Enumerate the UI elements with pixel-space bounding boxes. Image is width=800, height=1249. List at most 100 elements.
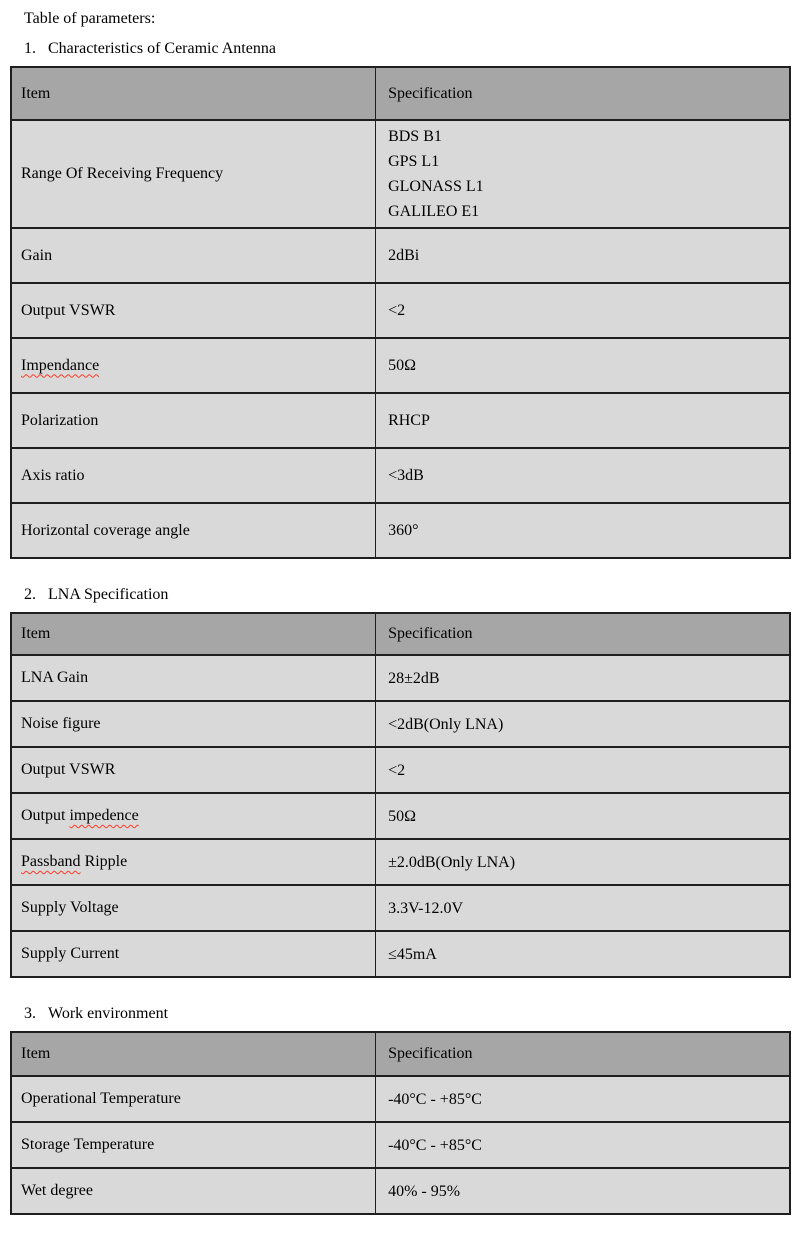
spec-cell: -40°C - +85°C — [375, 1121, 790, 1169]
spec-cell: 3.3V-12.0V — [375, 884, 790, 932]
item-cell: Output VSWR — [11, 282, 377, 339]
section-heading: 3. Work environment — [24, 1004, 791, 1023]
spec-line: <2 — [388, 761, 406, 779]
table-row: Output impedence 50Ω — [11, 792, 790, 840]
spec-line: ±2.0dB(Only LNA) — [388, 853, 516, 871]
item-cell: Horizontal coverage angle — [11, 502, 377, 559]
section-number: 3. — [24, 1005, 36, 1022]
spec-cell: 28±2dB — [375, 654, 790, 702]
table-row: Axis ratio <3dB — [11, 447, 790, 504]
item-cell: Gain — [11, 227, 377, 284]
spec-line: -40°C - +85°C — [388, 1136, 482, 1154]
spec-line: -40°C - +85°C — [388, 1090, 482, 1108]
column-header-specification: Specification — [375, 612, 790, 656]
item-text: Horizontal coverage angle — [21, 521, 190, 539]
item-cell: Impendance — [11, 337, 377, 394]
spec-cell: <3dB — [375, 447, 790, 504]
section-title: Work environment — [48, 1005, 169, 1022]
spec-line: BDS B1 — [388, 128, 442, 145]
spec-line: 28±2dB — [388, 669, 440, 687]
section-number: 2. — [24, 586, 36, 603]
table-row: Storage Temperature -40°C - +85°C — [11, 1121, 790, 1169]
spec-cell: ±2.0dB(Only LNA) — [375, 838, 790, 886]
section-heading: 2. LNA Specification — [24, 585, 791, 604]
column-header-item: Item — [11, 612, 377, 656]
table-row: Gain 2dBi — [11, 227, 790, 284]
column-header-specification: Specification — [375, 66, 790, 121]
spec-line: 50Ω — [388, 807, 416, 825]
spec-line: RHCP — [388, 412, 430, 429]
column-header-item: Item — [11, 1031, 377, 1077]
item-text: Output VSWR — [21, 301, 116, 319]
spec-line: 2dBi — [388, 247, 420, 264]
table-row: Range Of Receiving Frequency BDS B1 GPS L1… — [11, 119, 790, 229]
spec-cell: 50Ω — [375, 337, 790, 394]
item-cell: Wet degree — [11, 1167, 377, 1215]
spec-line: GALILEO E1 — [388, 203, 480, 220]
table-row: Horizontal coverage angle 360° — [11, 502, 790, 559]
spec-line: <2dB(Only LNA) — [388, 715, 504, 733]
table-row: Output VSWR <2 — [11, 282, 790, 339]
spec-cell: 50Ω — [375, 792, 790, 840]
table-body: Item Specification LNA Gain 28±2dB Noise fig… — [11, 612, 790, 978]
spec-table: Item Specification LNA Gain 28±2dB Noise fig… — [10, 612, 791, 978]
item-cell: Storage Temperature — [11, 1121, 377, 1169]
item-cell: Axis ratio — [11, 447, 377, 504]
spec-line: 360° — [388, 522, 419, 539]
spec-table: Item Specification Operational Temperature… — [10, 1031, 791, 1215]
section-title: Characteristics of Ceramic Antenna — [48, 40, 276, 57]
spec-cell: ≤45mA — [375, 930, 790, 978]
table-header-row: Item Specification — [11, 66, 790, 121]
section: 1. Characteristics of Ceramic Antenna Ite… — [10, 39, 791, 559]
item-text: Operational Temperature — [21, 1090, 181, 1107]
item-text: Output — [21, 807, 70, 824]
item-cell: Supply Current — [11, 930, 377, 978]
table-row: Noise figure <2dB(Only LNA) — [11, 700, 790, 748]
item-cell: Supply Voltage — [11, 884, 377, 932]
section: 3. Work environment Item Specification Oper… — [10, 1004, 791, 1215]
spec-cell: RHCP — [375, 392, 790, 449]
item-cell: Range Of Receiving Frequency — [11, 119, 377, 229]
spec-cell: 360° — [375, 502, 790, 559]
item-text: Noise figure — [21, 715, 101, 732]
spec-line: 3.3V-12.0V — [388, 899, 464, 917]
table-row: Supply Voltage 3.3V-12.0V — [11, 884, 790, 932]
spec-cell: 2dBi — [375, 227, 790, 284]
misspelled-word: impedence — [69, 807, 139, 824]
table-body: Item Specification Operational Temperature… — [11, 1031, 790, 1215]
spec-cell: BDS B1 GPS L1 GLONASS L1 GALILEO E1 — [375, 119, 790, 229]
item-text: Wet degree — [21, 1182, 93, 1199]
table-row: Impendance 50Ω — [11, 337, 790, 394]
table-row: Operational Temperature -40°C - +85°C — [11, 1075, 790, 1123]
spec-line: 50Ω — [388, 357, 416, 374]
misspelled-word: Passband — [21, 853, 81, 870]
section-heading: 1. Characteristics of Ceramic Antenna — [24, 39, 791, 58]
section-title: LNA Specification — [48, 586, 169, 603]
table-row: LNA Gain 28±2dB — [11, 654, 790, 702]
item-text: Range Of Receiving Frequency — [21, 165, 224, 182]
section: 2. LNA Specification Item Specification LNA… — [10, 585, 791, 978]
spec-cell: <2 — [375, 746, 790, 794]
spec-line: ≤45mA — [388, 945, 437, 963]
misspelled-word: Impendance — [21, 356, 100, 374]
section-number: 1. — [24, 40, 36, 57]
spec-line: GLONASS L1 — [388, 178, 484, 195]
table-row: Wet degree 40% - 95% — [11, 1167, 790, 1215]
item-cell: Passband Ripple — [11, 838, 377, 886]
table-row: Passband Ripple ±2.0dB(Only LNA) — [11, 838, 790, 886]
spec-line: <3dB — [388, 467, 424, 484]
item-cell: Operational Temperature — [11, 1075, 377, 1123]
table-header-row: Item Specification — [11, 1031, 790, 1077]
spec-line: 40% - 95% — [388, 1182, 461, 1200]
table-body: Item Specification Range Of Receiving Freq… — [11, 66, 790, 559]
item-text: Axis ratio — [21, 466, 85, 484]
table-row: Polarization RHCP — [11, 392, 790, 449]
item-cell: Output impedence — [11, 792, 377, 840]
column-header-item: Item — [11, 66, 377, 121]
spec-cell: <2dB(Only LNA) — [375, 700, 790, 748]
item-cell: LNA Gain — [11, 654, 377, 702]
spec-cell: -40°C - +85°C — [375, 1075, 790, 1123]
item-text: Gain — [21, 246, 53, 264]
item-cell: Output VSWR — [11, 746, 377, 794]
page-title: Table of parameters: — [24, 10, 156, 27]
